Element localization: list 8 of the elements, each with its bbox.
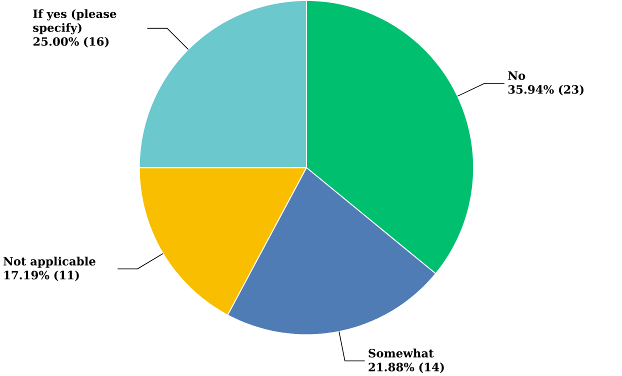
- data-label: 35.94% (23): [508, 84, 584, 96]
- data-label: 21.88% (14): [368, 362, 444, 374]
- slice-label: No: [508, 71, 526, 80]
- slice-label: If yes (please specify): [33, 9, 116, 34]
- slice-label: Not applicable: [3, 256, 96, 268]
- data-label: 25.00% (16): [33, 37, 109, 48]
- data-label: 17.19% (11): [4, 270, 79, 282]
- slice-label: Somewhat: [368, 348, 434, 358]
